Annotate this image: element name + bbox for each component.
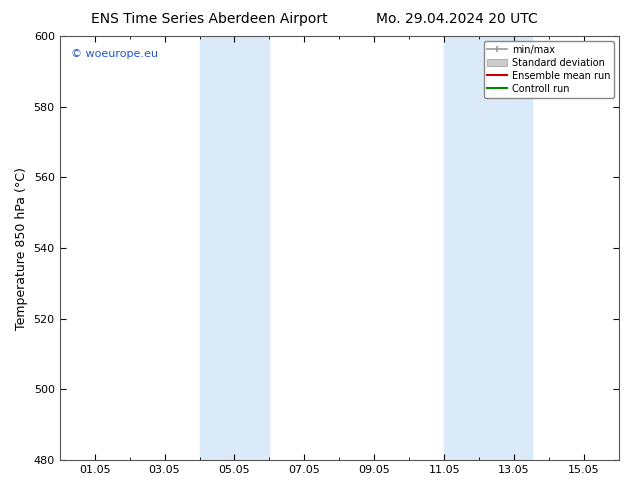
Bar: [444, 36, 531, 460]
Text: ENS Time Series Aberdeen Airport: ENS Time Series Aberdeen Airport: [91, 12, 328, 26]
Y-axis label: Temperature 850 hPa (°C): Temperature 850 hPa (°C): [15, 167, 28, 330]
Bar: [200, 36, 269, 460]
Text: Mo. 29.04.2024 20 UTC: Mo. 29.04.2024 20 UTC: [375, 12, 538, 26]
Legend: min/max, Standard deviation, Ensemble mean run, Controll run: min/max, Standard deviation, Ensemble me…: [484, 41, 614, 98]
Text: © woeurope.eu: © woeurope.eu: [71, 49, 158, 59]
